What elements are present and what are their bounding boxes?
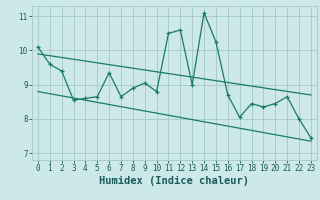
X-axis label: Humidex (Indice chaleur): Humidex (Indice chaleur) — [100, 176, 249, 186]
